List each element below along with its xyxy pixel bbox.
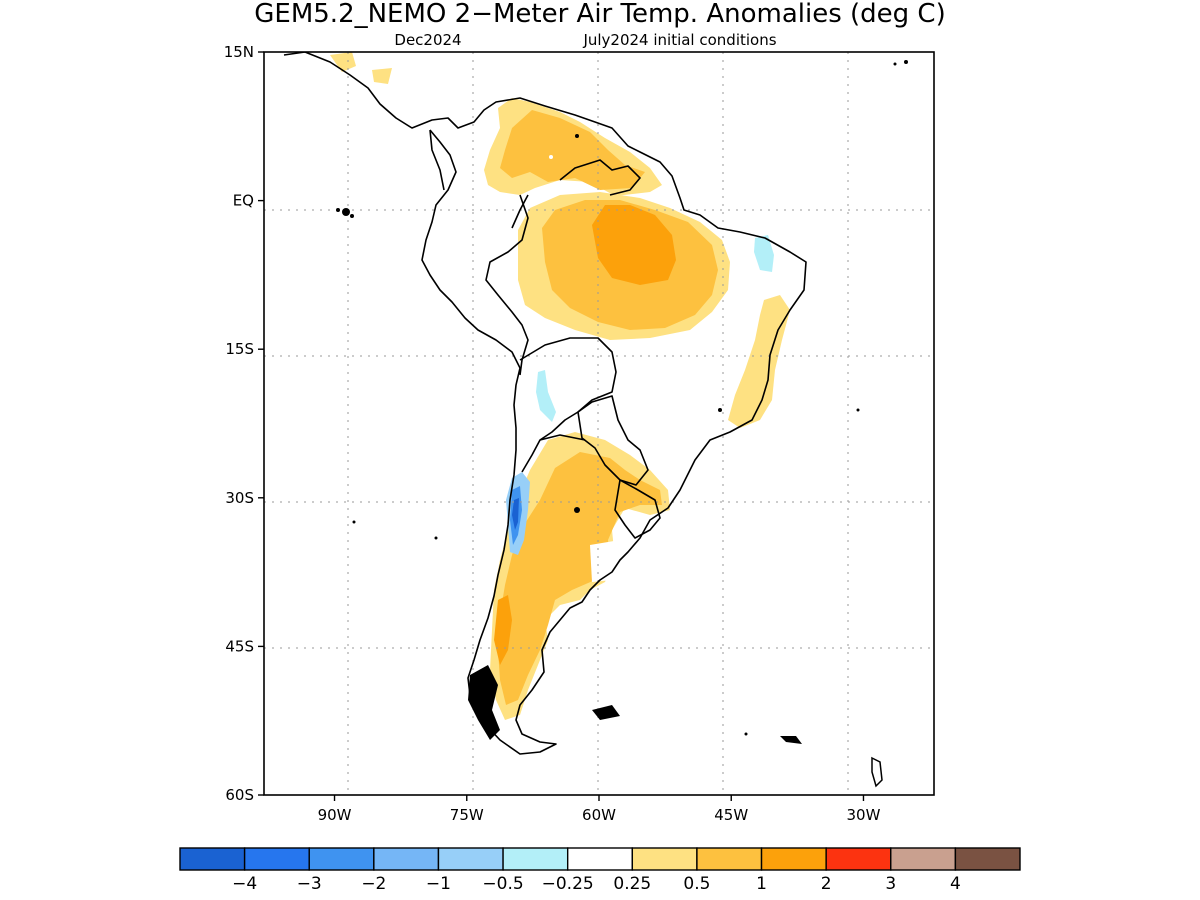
legend-swatch	[890, 847, 957, 871]
legend-label: −3	[297, 874, 322, 894]
lat-tick-label: 30S	[225, 489, 254, 507]
legend-swatch	[696, 847, 763, 871]
legend-swatch	[760, 847, 827, 871]
legend-label: −0.25	[542, 874, 594, 894]
legend-label: 0.5	[683, 874, 710, 894]
color-legend: −4 −3 −2 −1 −0.5 −0.25 0.25 0.5 1 2 3 4	[179, 847, 1021, 894]
legend-label: −4	[232, 874, 257, 894]
legend-swatch	[566, 847, 634, 871]
legend-swatch	[825, 847, 892, 871]
legend-swatch	[308, 847, 375, 871]
lon-tick-label: 45W	[714, 806, 748, 824]
legend-label: −1	[426, 874, 451, 894]
legend-label: −0.5	[482, 874, 523, 894]
lat-tick-label: 60S	[225, 786, 254, 804]
valid-month: Dec2024	[394, 31, 461, 49]
legend-label: 0.25	[613, 874, 651, 894]
lon-tick-label: 30W	[847, 806, 881, 824]
map-title: GEM5.2_NEMO 2−Meter Air Temp. Anomalies …	[254, 0, 945, 29]
lon-tick-label: 90W	[318, 806, 352, 824]
legend-swatch	[437, 847, 504, 871]
initial-conditions: July2024 initial conditions	[582, 31, 776, 49]
anomaly-fill	[330, 52, 790, 720]
legend-swatch	[954, 847, 1021, 871]
islands	[336, 60, 908, 788]
lat-tick-label: 15N	[224, 43, 254, 61]
longitude-axis: 90W 75W 60W 45W 30W	[318, 795, 881, 824]
legend-label: 2	[821, 874, 832, 894]
lon-tick-label: 60W	[582, 806, 616, 824]
legend-label: 4	[950, 874, 961, 894]
legend-swatch	[502, 847, 569, 871]
legend-swatch	[373, 847, 440, 871]
coastlines	[283, 52, 807, 755]
plot-area	[264, 52, 934, 795]
legend-label: −2	[361, 874, 386, 894]
lat-tick-label: EQ	[233, 192, 254, 210]
legend-label: 1	[756, 874, 767, 894]
legend-swatch	[243, 847, 310, 871]
lat-tick-label: 45S	[225, 637, 254, 655]
latitude-axis: 15N EQ 15S 30S 45S 60S	[224, 43, 264, 804]
legend-swatch	[179, 847, 246, 871]
lat-tick-label: 15S	[225, 340, 254, 358]
legend-swatch	[631, 847, 698, 871]
legend-label: 3	[885, 874, 896, 894]
lon-tick-label: 75W	[450, 806, 484, 824]
